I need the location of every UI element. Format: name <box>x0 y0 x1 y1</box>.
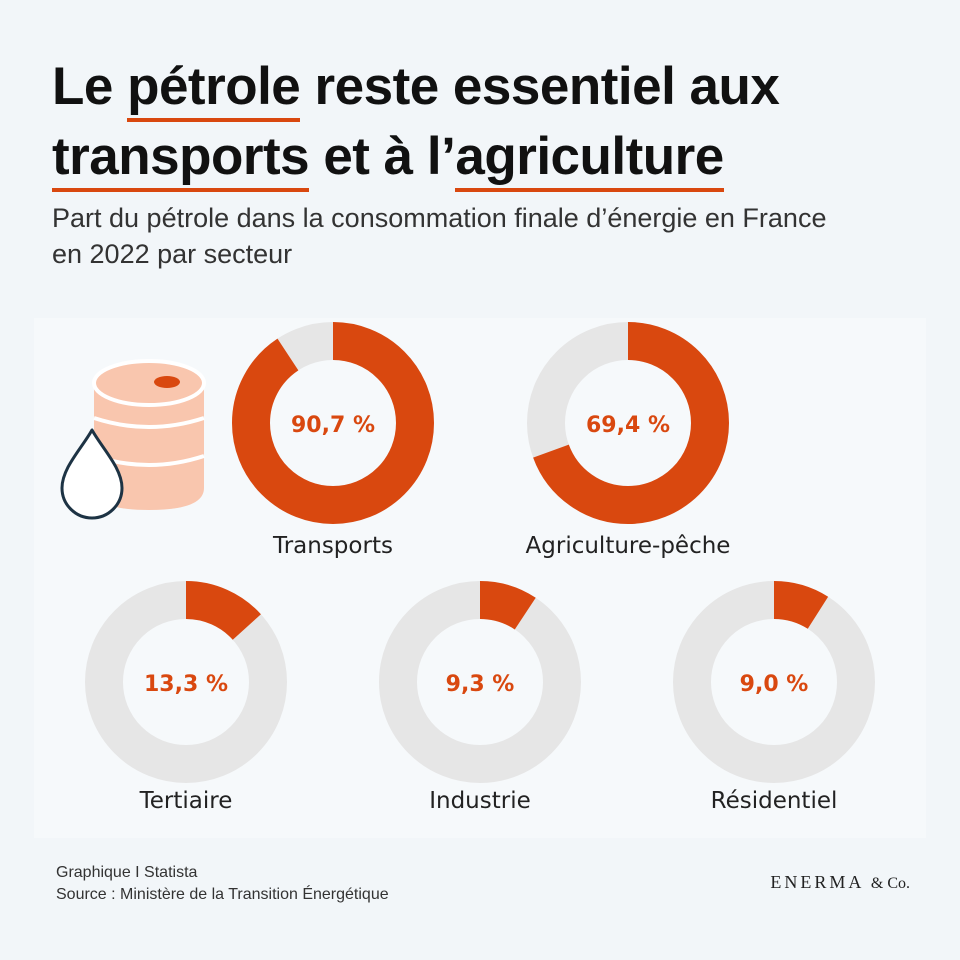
donut-1: 90,7 % Transports <box>232 322 434 559</box>
brand-suffix: & Co. <box>870 875 910 892</box>
value-label: 9,3 % <box>446 672 515 697</box>
donut-3: 13,3 % Tertiaire <box>85 581 287 814</box>
donut-slice <box>673 581 875 783</box>
title-highlight-petrole: pétrole <box>127 58 301 122</box>
oil-drop-icon <box>60 428 124 520</box>
brand-logo: ENERMA & Co. <box>770 872 910 893</box>
donut-slice <box>85 581 287 783</box>
category-label: Industrie <box>429 788 531 814</box>
brand-main: ENERMA <box>770 872 864 892</box>
page-title: Le pétrole reste essentiel aux transport… <box>52 52 912 192</box>
chart-panel: 90,7 % Transports 69,4 % Agriculture-pêche 1… <box>34 318 926 838</box>
category-label: Transports <box>272 533 393 559</box>
donut-2: 69,4 % Agriculture-pêche <box>526 322 731 559</box>
value-label: 90,7 % <box>291 413 375 438</box>
title-highlight-agriculture: agriculture <box>455 128 724 192</box>
value-label: 69,4 % <box>586 413 670 438</box>
value-label: 13,3 % <box>144 672 228 697</box>
donut-slice <box>527 322 729 524</box>
footer: Graphique I Statista Source : Ministère … <box>56 862 389 906</box>
category-label: Résidentiel <box>711 788 838 814</box>
page-subtitle: Part du pétrole dans la consommation fin… <box>52 203 827 269</box>
donut-slice <box>232 322 434 524</box>
title-part: Le <box>52 57 128 116</box>
value-label: 9,0 % <box>740 672 809 697</box>
category-label: Tertiaire <box>139 788 233 814</box>
source-text: Source : Ministère de la Transition Éner… <box>56 886 389 903</box>
donut-charts: 90,7 % Transports 69,4 % Agriculture-pêche 1… <box>60 322 875 814</box>
credit-text: Graphique I Statista <box>56 864 198 881</box>
title-part: et à l’ <box>309 127 456 186</box>
title-highlight-transports: transports <box>52 128 310 192</box>
donut-5: 9,0 % Résidentiel <box>673 581 875 814</box>
donut-4: 9,3 % Industrie <box>379 581 581 814</box>
oil-illustration <box>60 359 206 520</box>
category-label: Agriculture-pêche <box>526 533 731 559</box>
title-part: reste essentiel aux <box>300 57 780 116</box>
donut-slice <box>379 581 581 783</box>
